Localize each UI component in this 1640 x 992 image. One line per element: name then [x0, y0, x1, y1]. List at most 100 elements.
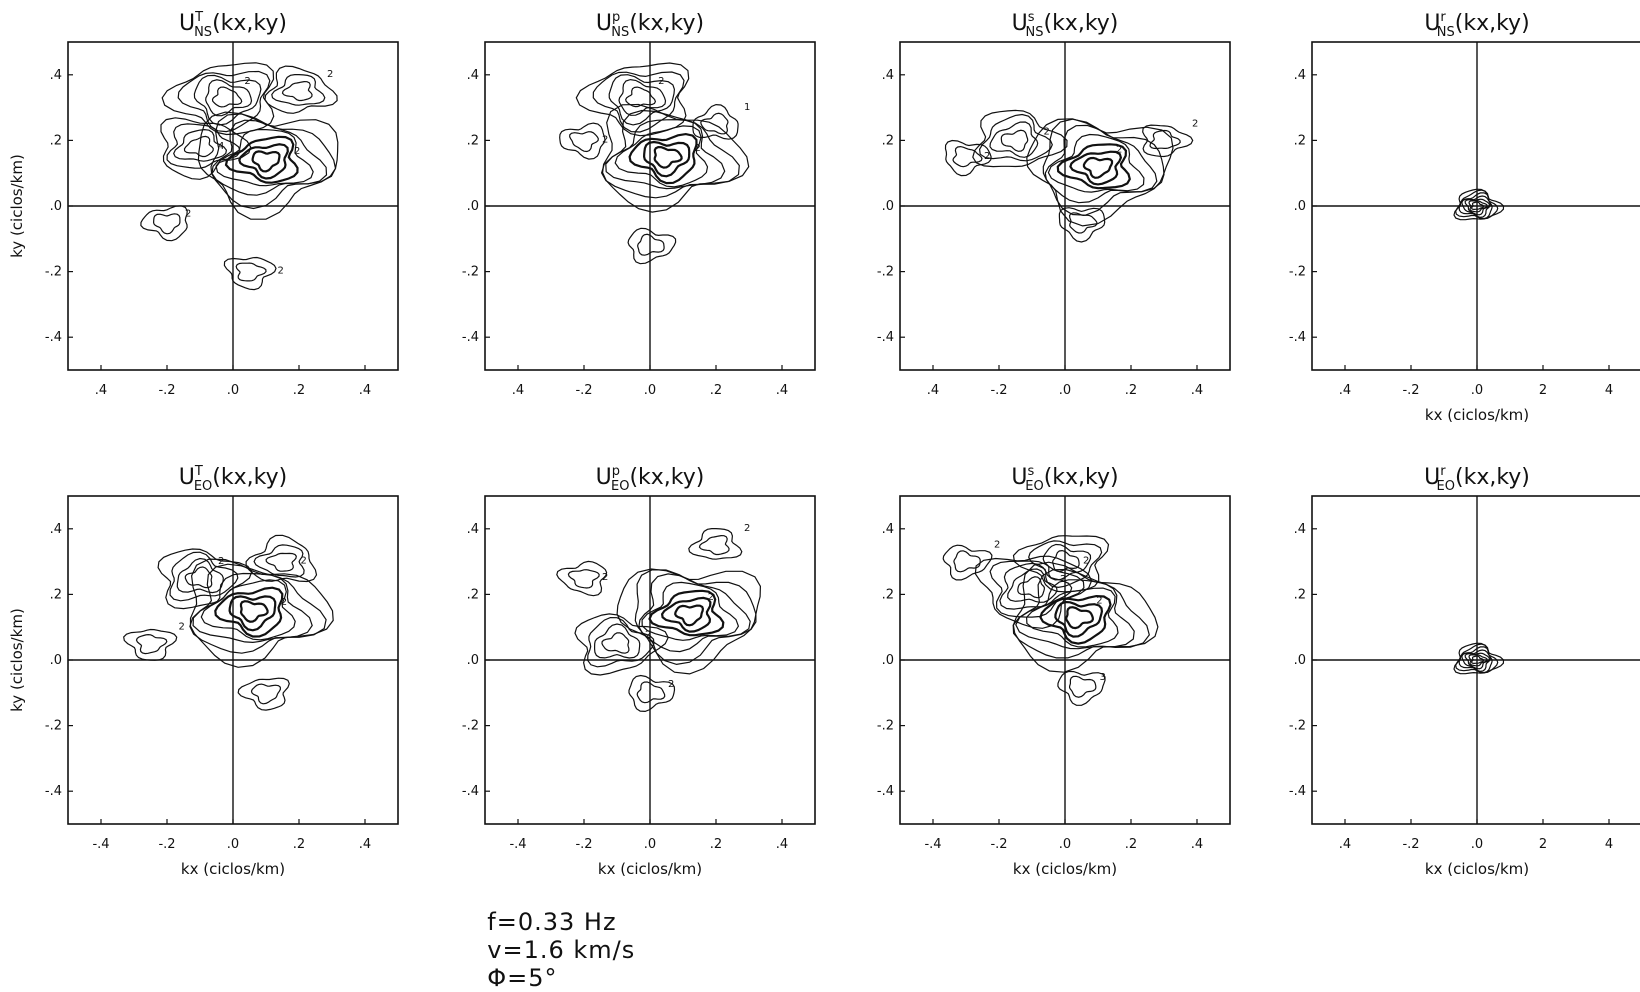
- contour-line: [616, 568, 762, 675]
- y-tick-label: .2: [882, 133, 894, 148]
- y-tick-label: .2: [882, 587, 894, 602]
- y-tick-label: .0: [882, 199, 894, 214]
- contour-line: [642, 140, 691, 178]
- x-tick-label: .4: [512, 383, 524, 398]
- contour-line: [1057, 670, 1106, 706]
- contour-line: [974, 555, 1093, 629]
- contour-line: [1082, 156, 1114, 179]
- contour-line: [614, 125, 709, 188]
- panel-title: Up EO(kx,ky): [596, 464, 705, 494]
- contour-line: [189, 558, 334, 668]
- figure-caption: f=0.33 Hz v=1.6 km/s Φ=5°: [470, 880, 679, 992]
- y-tick-label: -.2: [45, 719, 62, 734]
- y-tick-label: -.4: [462, 330, 479, 345]
- contour-line: [264, 65, 338, 114]
- contour-value-label: 1: [744, 102, 750, 113]
- contour-line: [574, 613, 669, 676]
- x-tick-label: .2: [293, 837, 305, 852]
- contour-value-label: 2: [1096, 595, 1102, 606]
- contour-line: [140, 205, 188, 242]
- contour-line: [594, 623, 641, 659]
- x-axis-label: kx (ciclos/km): [1013, 860, 1117, 878]
- x-tick-label: -.2: [575, 837, 592, 852]
- panel-title: UT EO(kx,ky): [179, 464, 287, 494]
- x-tick-label: .4: [1191, 383, 1203, 398]
- contour-line: [999, 562, 1073, 610]
- contour-line: [944, 139, 992, 177]
- contour-value-label: 2: [695, 143, 701, 154]
- x-tick-label: -.2: [1402, 383, 1419, 398]
- contour-value-label: 2: [645, 630, 651, 641]
- contour-line: [281, 80, 313, 102]
- contour-line: [1149, 129, 1181, 150]
- contour-value-label: 2: [281, 597, 287, 608]
- contour-line: [160, 117, 252, 180]
- y-tick-label: .2: [1294, 133, 1306, 148]
- contour-line: [205, 79, 253, 117]
- contour-line: [637, 233, 665, 256]
- y-tick-label: .2: [50, 133, 62, 148]
- contour-value-label: 2: [658, 76, 664, 87]
- contour-value-label: 2: [327, 69, 333, 80]
- caption-frequency: f=0.33 Hz: [487, 908, 617, 936]
- y-tick-label: .2: [467, 587, 479, 602]
- x-tick-label: .2: [710, 837, 722, 852]
- x-tick-label: .0: [1059, 837, 1071, 852]
- x-tick-label: .0: [1471, 837, 1483, 852]
- y-tick-label: .0: [467, 199, 479, 214]
- x-tick-label: -.2: [575, 383, 592, 398]
- contour-line: [1056, 143, 1131, 190]
- contour-line: [1069, 675, 1097, 698]
- x-tick-label: .0: [227, 383, 239, 398]
- contour-value-label: 2: [301, 556, 307, 567]
- y-tick-label: -.2: [462, 719, 479, 734]
- contour-line: [1017, 576, 1046, 599]
- contour-line: [176, 557, 224, 594]
- contour-value-label: 4: [218, 141, 224, 152]
- contour-line: [228, 595, 277, 632]
- contour-value-label: 2: [278, 266, 284, 277]
- contour-line: [245, 534, 318, 583]
- contour-line: [1470, 655, 1485, 665]
- y-tick-label: -.4: [1289, 784, 1306, 799]
- caption-velocity: v=1.6 km/s: [487, 936, 636, 964]
- contour-line: [253, 544, 305, 578]
- contour-value-label: 2: [744, 523, 750, 534]
- x-tick-label: .0: [644, 383, 656, 398]
- panel-title: Ur EO(kx,ky): [1424, 464, 1530, 494]
- contour-line: [556, 560, 608, 597]
- contour-line: [559, 122, 606, 160]
- contour-line: [942, 544, 993, 581]
- contour-line: [238, 143, 289, 180]
- contour-line: [978, 113, 1053, 162]
- x-tick-label: .0: [227, 837, 239, 852]
- contour-value-label: 2: [185, 208, 191, 219]
- contour-line: [1052, 549, 1080, 573]
- x-tick-label: -.4: [924, 837, 941, 852]
- contour-line: [638, 573, 751, 653]
- y-tick-label: -.2: [45, 265, 62, 280]
- contour-value-label: 2: [294, 146, 300, 157]
- contour-line: [989, 121, 1039, 158]
- x-tick-label: .4: [359, 837, 371, 852]
- contour-value-label: 2: [1192, 118, 1198, 129]
- contour-panel-3: .4 -.2 .0 .2 .4 .4 .2 .0 -.2 -.4 Us NS(kx,ky) 2 2 2 2: [877, 10, 1231, 398]
- contour-line: [135, 633, 168, 655]
- x-axis-label: kx (ciclos/km): [1425, 860, 1529, 878]
- y-tick-label: .0: [1294, 199, 1306, 214]
- contour-line: [674, 604, 705, 627]
- panel-title: Ur NS(kx,ky): [1424, 10, 1529, 40]
- y-tick-label: .0: [882, 653, 894, 668]
- x-tick-label: .2: [293, 383, 305, 398]
- contour-line: [1007, 568, 1058, 603]
- contour-value-label: 2: [602, 134, 608, 145]
- panel-title: Us EO(kx,ky): [1011, 464, 1118, 494]
- contour-line: [1461, 195, 1492, 218]
- contour-panel-7: -.4 -.2 .0 .2 .4 .4 .2 .0 -.2 -.4 Us EO(kx,ky) kx (c…: [877, 464, 1231, 878]
- contour-line: [628, 132, 698, 185]
- contour-line: [1461, 649, 1492, 672]
- contour-value-label: 2: [1083, 556, 1089, 567]
- x-axis-label: kx (ciclos/km): [1425, 406, 1529, 424]
- contour-line: [608, 74, 676, 126]
- contour-value-label: 2: [244, 76, 250, 87]
